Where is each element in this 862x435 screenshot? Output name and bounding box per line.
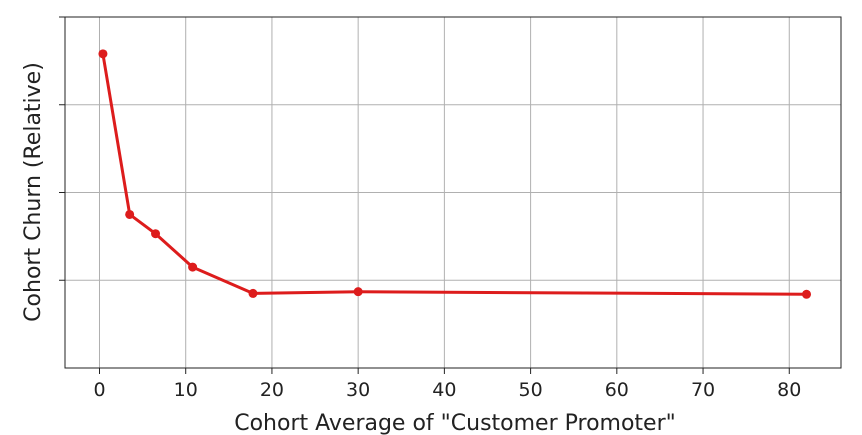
axis-ticks (59, 16, 790, 374)
x-tick-label: 50 (519, 379, 543, 401)
data-point (353, 287, 363, 297)
x-axis-label: Cohort Average of "Customer Promoter" (234, 411, 676, 435)
x-tick-label: 0 (93, 379, 105, 401)
x-tick-label: 30 (346, 379, 370, 401)
series-line (101, 53, 807, 296)
x-tick-label: 60 (605, 379, 629, 401)
x-tick-label: 70 (691, 379, 715, 401)
x-tick-labels: 0 10 20 30 40 50 60 70 80 (93, 379, 801, 401)
x-tick-label: 80 (777, 379, 801, 401)
data-point (802, 289, 812, 299)
data-point (125, 209, 135, 219)
x-tick-label: 20 (260, 379, 284, 401)
y-axis-label: Cohort Churn (Relative) (21, 62, 46, 322)
grid-lines (65, 17, 841, 368)
data-point (188, 262, 198, 272)
data-point (248, 288, 258, 298)
data-point (151, 229, 161, 239)
series-layer (98, 49, 812, 299)
x-tick-label: 40 (432, 379, 456, 401)
data-point (98, 49, 108, 59)
x-tick-label: 10 (174, 379, 198, 401)
